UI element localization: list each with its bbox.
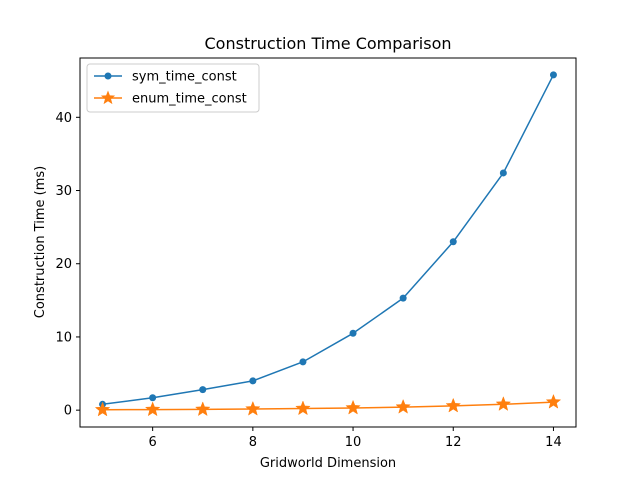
series-line <box>102 401 554 411</box>
series-line <box>102 74 555 406</box>
legend-box <box>86 63 260 113</box>
data-point <box>495 396 512 411</box>
data-point <box>245 400 261 416</box>
legend-marker <box>104 72 112 80</box>
legend-label: enum_time_const <box>132 92 247 107</box>
data-point <box>94 401 111 417</box>
data-point <box>299 358 307 366</box>
data-point <box>345 399 361 415</box>
y-tick-label: 10 <box>55 330 72 345</box>
x-axis: 6 8 10 12 14 <box>149 427 562 450</box>
y-axis-title: Construction Time (ms) <box>33 166 48 318</box>
series-sym_time_const <box>99 71 557 408</box>
legend-item: enum_time_const <box>94 90 247 107</box>
legend-marker <box>100 90 116 105</box>
data-point <box>545 393 562 409</box>
data-point <box>295 400 311 416</box>
data-point <box>249 377 257 385</box>
data-point <box>149 394 157 402</box>
data-point <box>194 401 211 417</box>
data-point <box>449 238 457 246</box>
y-tick-label: 30 <box>55 184 72 199</box>
data-point <box>199 386 207 394</box>
y-tick-label: 0 <box>64 404 72 419</box>
x-tick-label: 6 <box>149 435 157 450</box>
x-tick-label: 8 <box>249 435 257 450</box>
y-axis: 0 10 20 30 40 <box>55 111 80 419</box>
series-enum_time_const <box>94 393 562 417</box>
x-tick-label: 10 <box>345 435 362 450</box>
legend-label: sym_time_const <box>132 70 237 85</box>
data-point <box>549 71 557 79</box>
plot-area <box>94 71 562 417</box>
legend: sym_time_const enum_time_const <box>86 63 260 113</box>
data-point <box>399 294 407 302</box>
y-tick-label: 20 <box>55 257 72 272</box>
data-point <box>499 169 507 177</box>
chart-title: Construction Time Comparison <box>205 34 452 53</box>
y-tick-label: 40 <box>55 111 72 126</box>
x-tick-label: 12 <box>445 435 462 450</box>
x-tick-label: 14 <box>545 435 562 450</box>
legend-item: sym_time_const <box>94 70 237 85</box>
data-point <box>349 329 357 337</box>
data-point <box>144 401 161 417</box>
axes-frame <box>79 57 577 428</box>
data-point <box>445 397 462 413</box>
x-axis-title: Gridworld Dimension <box>260 456 396 471</box>
data-point <box>395 398 411 414</box>
